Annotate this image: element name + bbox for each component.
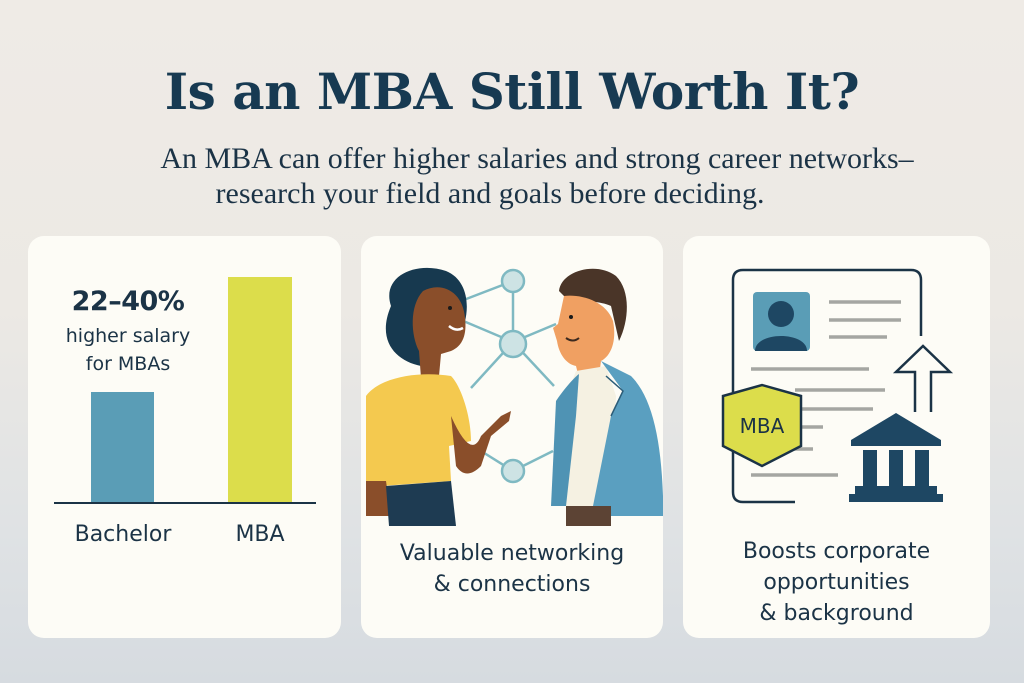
networking-caption-line-1: Valuable networking	[399, 541, 625, 566]
networking-card: Valuable networking & connections	[361, 236, 663, 638]
up-arrow-icon	[892, 344, 954, 412]
mba-bar	[228, 277, 292, 503]
corporate-caption-line-3: & background	[759, 601, 914, 626]
corporate-caption: Boosts corporate opportunities & backgro…	[683, 536, 990, 629]
networking-caption: Valuable networking & connections	[361, 538, 663, 600]
salary-stat-line-2: for MBAs	[85, 353, 171, 375]
bachelor-label: Bachelor	[74, 522, 172, 547]
networking-illustration	[366, 267, 663, 526]
woman-illustration	[366, 267, 511, 526]
page-title: Is an MBA Still Worth It?	[164, 62, 860, 121]
profile-photo-icon	[753, 292, 810, 351]
network-nodes-icon	[460, 268, 557, 484]
man-illustration	[551, 268, 663, 526]
mba-badge-label: MBA	[740, 414, 785, 438]
corporate-caption-line-2: opportunities	[763, 570, 910, 595]
networking-caption-line-2: & connections	[433, 572, 591, 597]
mba-label: MBA	[235, 522, 285, 547]
salary-stat-value: 22–40%	[71, 286, 185, 317]
bank-building-icon	[849, 413, 943, 502]
corporate-card: MBA Boosts corporate opportunities & bac…	[683, 236, 990, 638]
resume-document-icon	[731, 268, 923, 504]
mba-shield-badge-icon: MBA	[721, 383, 803, 468]
salary-stat-line-1: higher salary	[65, 325, 191, 347]
bachelor-bar	[91, 392, 154, 503]
subtitle-line-1: An MBA can offer higher salaries and str…	[160, 142, 914, 175]
salary-card: 22–40% higher salary for MBAs Bachelor M…	[28, 236, 341, 638]
subtitle-line-2: research your field and goals before dec…	[215, 177, 765, 210]
corporate-caption-line-1: Boosts corporate	[742, 539, 931, 564]
chart-baseline	[54, 502, 316, 504]
